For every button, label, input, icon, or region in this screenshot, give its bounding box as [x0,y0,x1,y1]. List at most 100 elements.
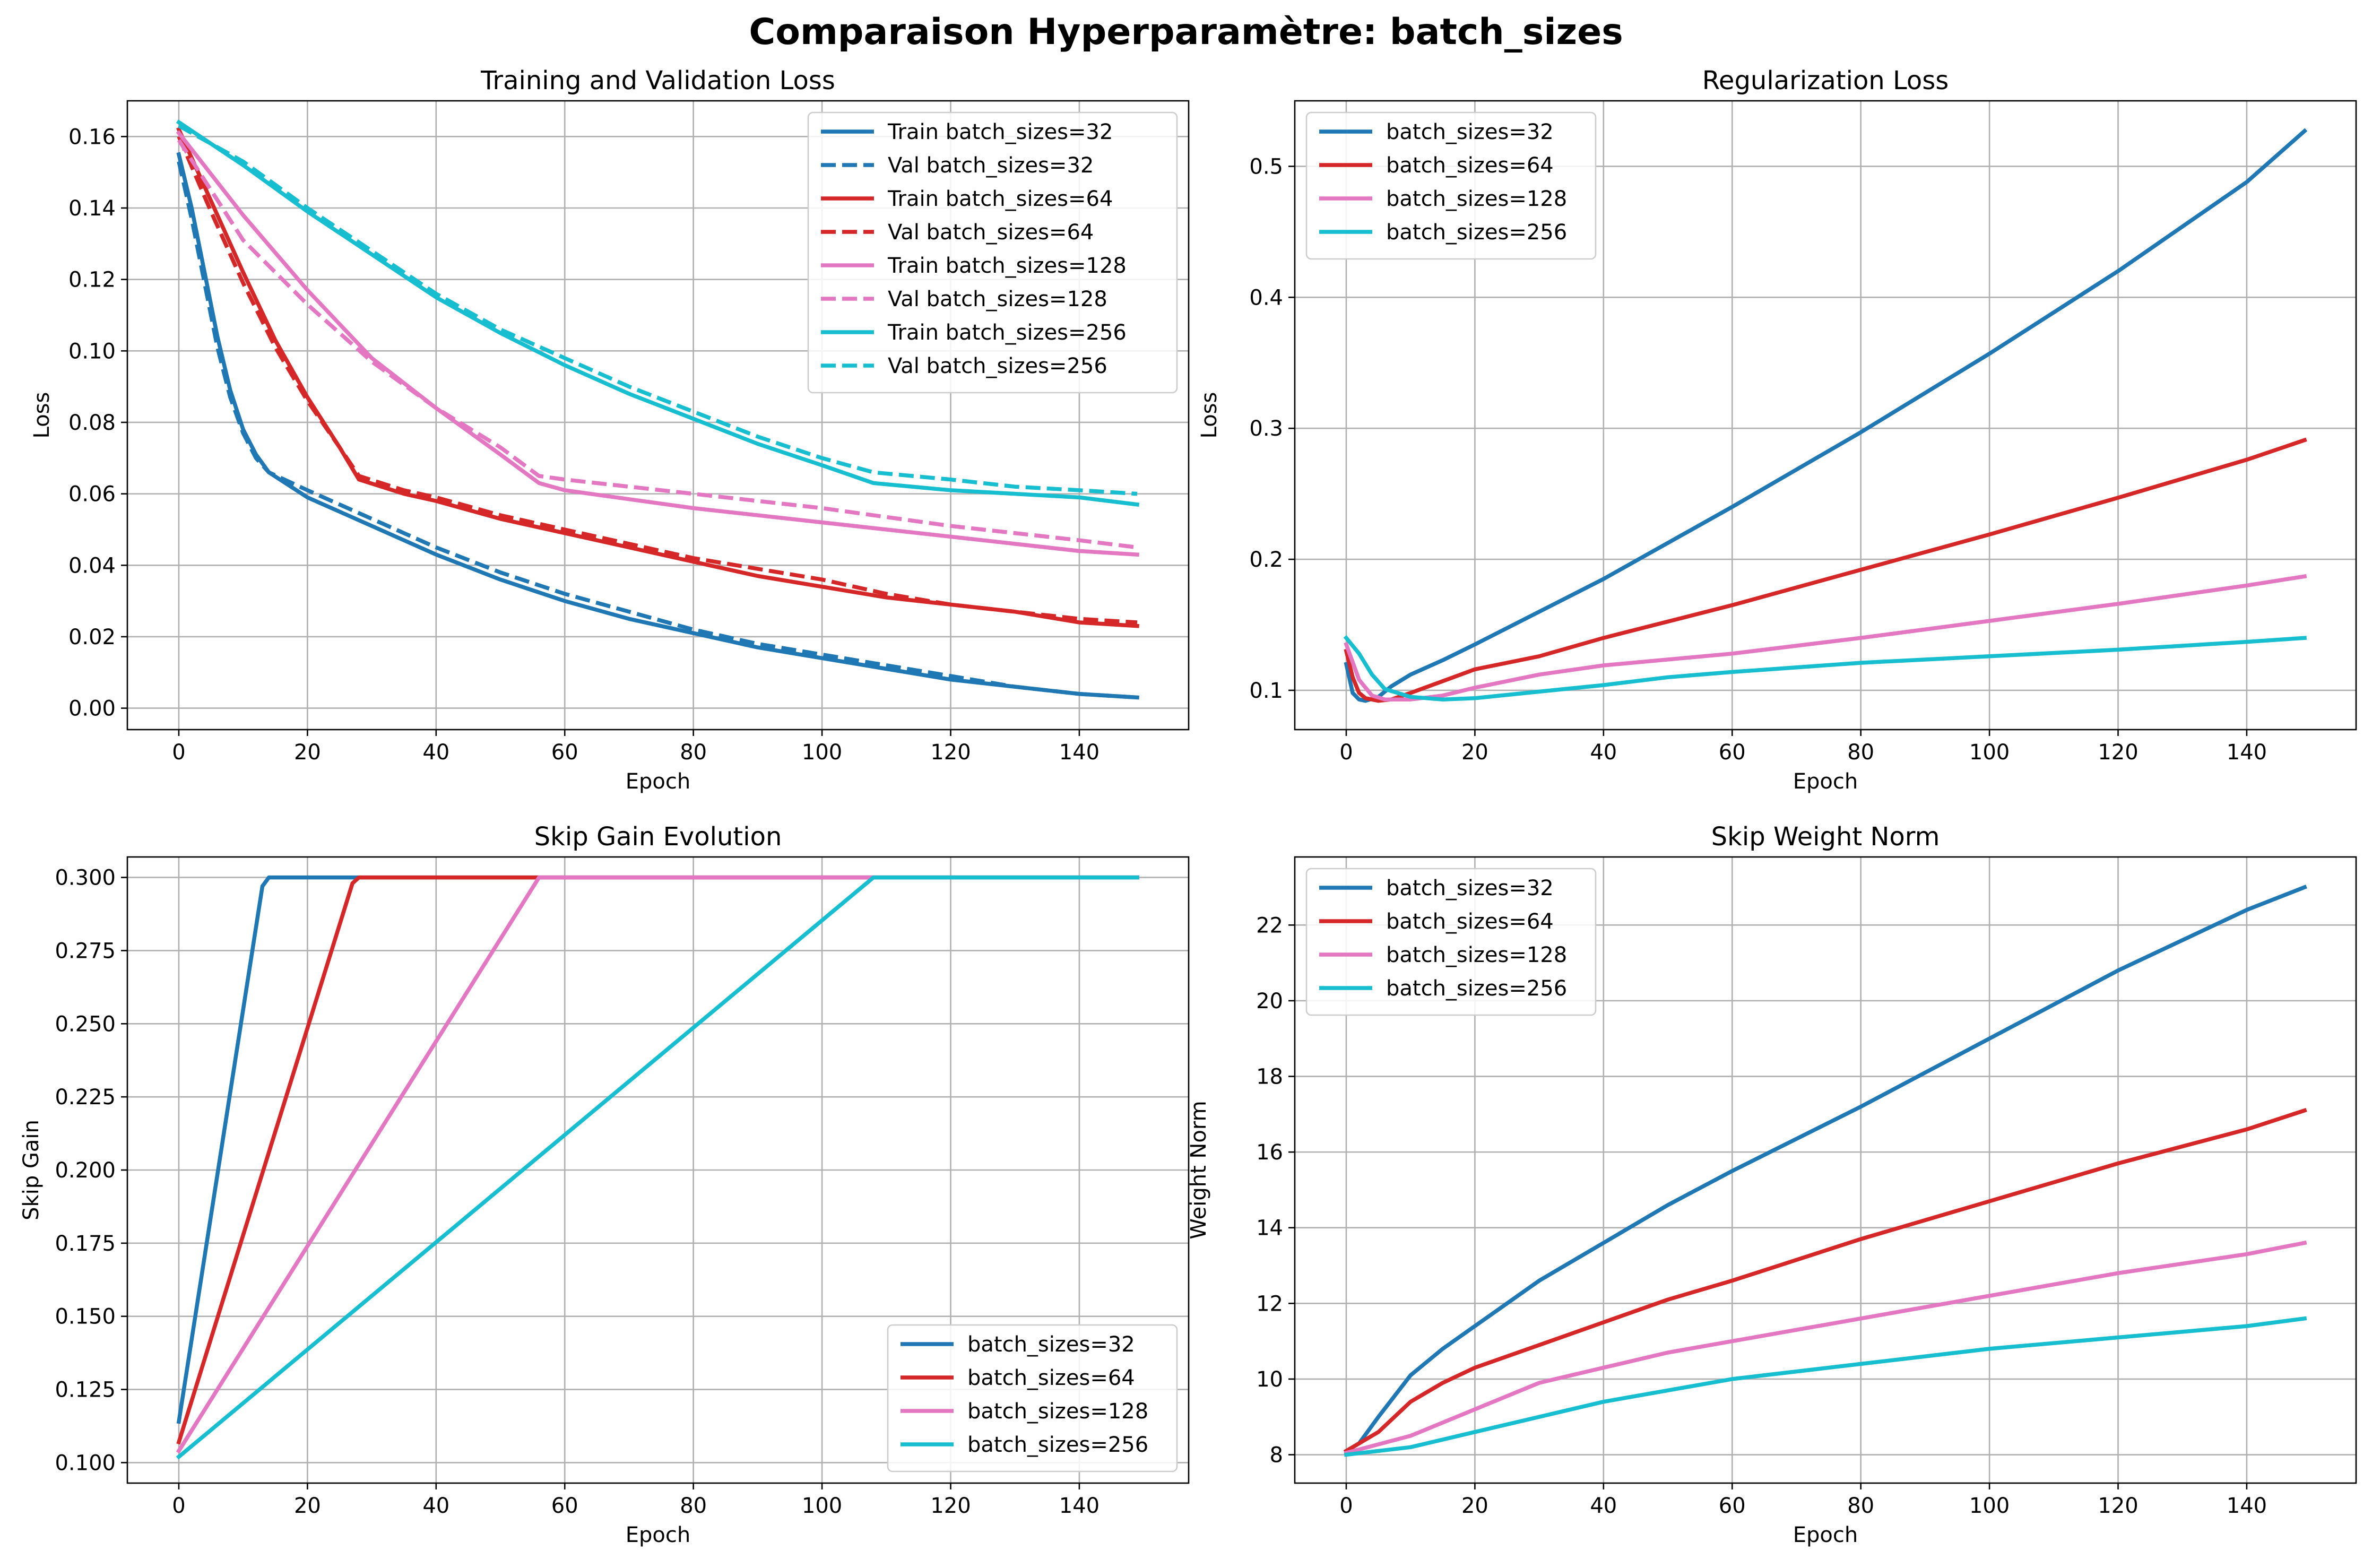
y-tick-label: 0.14 [68,196,116,221]
axes-frame [1294,856,2357,1484]
x-axis-label: Epoch [626,769,690,794]
x-tick-label: 120 [930,1494,971,1518]
series-line-batch-sizes-128 [1344,1240,2307,1456]
x-tick-label: 140 [2227,1494,2267,1518]
legend-label: batch_sizes=32 [1386,876,1554,900]
legend-frame [1305,111,1597,260]
x-tick-label: 80 [680,740,707,765]
legend-label: batch_sizes=64 [1386,153,1554,178]
legend-frame [887,1324,1178,1472]
y-tick-label: 18 [1256,1065,1283,1089]
series-group [176,875,1139,1460]
series-line-val-batch-sizes-256 [178,124,1138,496]
y-tick-label: 0.100 [55,1451,116,1475]
series-line-batch-sizes-32 [1344,128,2308,703]
y-tick-label: 0.5 [1249,154,1283,179]
legend-label: Train batch_sizes=256 [887,320,1127,345]
y-tick-label: 12 [1256,1292,1283,1316]
y-tick-label: 0.10 [68,339,116,363]
legend-label: batch_sizes=64 [967,1366,1135,1390]
y-tick-label: 0.12 [68,268,116,292]
x-tick-label: 40 [1590,1494,1617,1518]
x-tick-label: 20 [1461,1494,1488,1518]
series-line-val-batch-sizes-64 [177,135,1138,625]
y-axis-label: Loss [1197,392,1222,439]
y-tick-label: 0.2 [1249,548,1283,572]
y-tick-label: 22 [1256,913,1283,938]
legend: batch_sizes=32 batch_sizes=64 batch_sizes=… [887,1324,1178,1472]
y-tick-label: 0.02 [68,625,116,649]
legend-label: Val batch_sizes=128 [888,287,1107,311]
subplot-grid: 0 20 40 60 80 100 120 1400.000.020.040.060.080.… [19,66,2357,1547]
subplot-training-and-validation-loss: 0 20 40 60 80 100 120 140 0.00 0.02 0.04 0.06 0.08 0.… [30,66,1190,794]
axes-frame [126,100,1190,731]
legend-label: batch_sizes=256 [1386,220,1567,245]
y-tick-label: 14 [1256,1216,1283,1241]
legend-label: Train batch_sizes=128 [887,254,1127,278]
legend-label: batch_sizes=64 [1386,909,1554,934]
subplot-skip-gain-evolution: 0 20 40 60 80 100 120 140 0.100 0.125 0.150 0.175 0.… [19,822,1190,1547]
x-tick-label: 80 [680,1494,707,1518]
legend: batch_sizes=32 batch_sizes=64 batch_sizes=… [1305,868,1597,1016]
subplot-title: Skip Weight Norm [1711,822,1940,852]
legend-label: batch_sizes=128 [967,1399,1148,1424]
x-tick-label: 80 [1847,740,1874,765]
x-tick-label: 0 [172,740,185,765]
series-line-val-batch-sizes-128 [177,139,1138,550]
legend-label: batch_sizes=128 [1386,187,1567,211]
x-tick-label: 60 [1719,740,1746,765]
x-tick-label: 120 [2098,1494,2138,1518]
x-tick-label: 60 [551,1494,578,1518]
x-tick-label: 20 [294,740,321,765]
x-axis-label: Epoch [626,1523,690,1547]
y-tick-label: 0.4 [1249,285,1283,310]
legend: batch_sizes=32 batch_sizes=64 batch_sizes=… [1305,111,1597,260]
x-tick-label: 120 [2098,740,2138,765]
x-tick-label: 20 [294,1494,321,1518]
y-tick-label: 0.200 [55,1158,116,1183]
series-line-batch-sizes-128 [1344,574,2307,701]
x-tick-label: 0 [1339,740,1353,765]
x-tick-label: 100 [1969,1494,2010,1518]
y-tick-label: 0.150 [55,1305,116,1329]
y-tick-label: 0.300 [55,866,116,890]
x-tick-label: 60 [1719,1494,1746,1518]
legend-label: batch_sizes=256 [967,1433,1148,1457]
x-tick-label: 140 [1059,1494,1100,1518]
series-line-train-batch-sizes-128 [176,130,1139,557]
x-tick-label: 140 [1059,740,1100,765]
x-tick-label: 0 [1339,1494,1353,1518]
x-axis-label: Epoch [1793,1523,1858,1547]
x-tick-label: 60 [551,740,578,765]
series-line-batch-sizes-256 [1343,635,2307,701]
y-tick-label: 10 [1256,1367,1283,1392]
x-tick-label: 140 [2227,740,2267,765]
figure-title: Comparaison Hyperparamètre: batch_sizes [749,11,1623,53]
series-line-batch-sizes-256 [1344,1316,2307,1457]
series-line-train-batch-sizes-32 [176,152,1139,700]
y-tick-label: 0.04 [68,553,116,578]
legend-label: batch_sizes=128 [1386,943,1567,967]
legend-label: batch_sizes=32 [1386,120,1554,144]
y-tick-label: 0.250 [55,1012,116,1036]
y-axis-label: Weight Norm [1187,1101,1211,1239]
legend: Train batch_sizes=32 Val batch_sizes=32 Tr… [807,111,1178,394]
series-group [176,119,1140,700]
y-tick-label: 0.275 [55,939,116,963]
subplot-title: Training and Validation Loss [480,66,835,96]
x-tick-label: 40 [1590,740,1617,765]
y-tick-label: 0.3 [1249,417,1283,441]
x-tick-label: 100 [802,740,842,765]
series-group [1343,885,2307,1457]
legend-label: Val batch_sizes=32 [888,153,1094,178]
x-tick-label: 40 [422,740,449,765]
subplot-title: Skip Gain Evolution [534,822,782,852]
legend-frame [807,111,1178,394]
legend-label: Val batch_sizes=64 [888,220,1094,245]
x-tick-label: 100 [1969,740,2010,765]
series-line-batch-sizes-32 [1343,885,2307,1454]
axes-frame [1294,100,2357,731]
y-tick-label: 0.1 [1249,679,1283,703]
